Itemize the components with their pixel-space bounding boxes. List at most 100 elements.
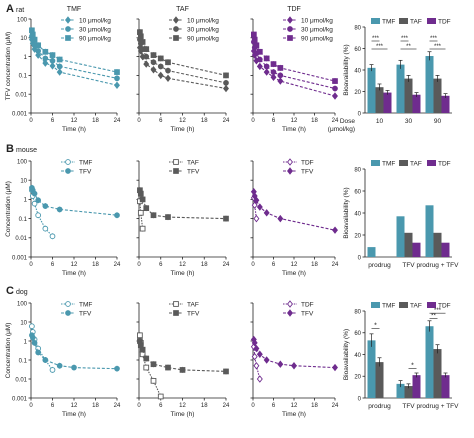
panel-letter-C: C <box>6 285 14 297</box>
y-tick-label: 80 <box>354 309 361 315</box>
series-line <box>31 335 118 370</box>
x-tick-label: prodrug + TFV <box>417 403 460 410</box>
x-tick-label: 24 <box>114 403 121 409</box>
bar-plot-B-bar: 0 20 40 60 80 Bioavailability (%) prodrug TFV pr… <box>343 160 459 269</box>
legend-label: TFV <box>79 310 92 317</box>
legend-label: TFV <box>187 310 200 317</box>
data-point <box>223 215 229 222</box>
data-point <box>49 57 56 64</box>
pk-plot-C-TMF: 0.001 0.01 0.1 1 10 100 0 6 12 18 24 Time (h) Concen… <box>5 301 121 418</box>
y-tick-label: 0.1 <box>19 217 28 223</box>
legend-label: 30 μmol/kg <box>301 26 333 33</box>
legend-marker <box>287 35 293 41</box>
bar-plot-C-bar: 0 20 40 60 80 Bioavailability (%) prodrug TFV pr… <box>343 302 459 410</box>
legend-marker <box>65 301 71 307</box>
data-point <box>150 52 157 58</box>
bar <box>425 205 434 257</box>
data-point <box>49 233 56 240</box>
sig-label: * <box>374 322 377 329</box>
species-label-B: mouse <box>16 147 37 154</box>
x-tick-label: 6 <box>272 118 276 124</box>
legend-label: 90 μmol/kg <box>79 35 111 42</box>
data-point <box>291 361 297 370</box>
sig-label: ** <box>431 314 436 320</box>
data-point <box>251 339 258 347</box>
legend-label: TAF <box>410 302 422 309</box>
x-axis-label: Time (h) <box>171 270 195 277</box>
x-tick-label: 12 <box>291 262 298 268</box>
bar <box>404 232 413 257</box>
pk-plot-A-TAF: 0 6 12 18 24 Time (h) TAF 10 μmol/kg 30 μmol/kg 9… <box>136 6 230 133</box>
data-point <box>332 92 338 100</box>
data-point <box>165 364 171 371</box>
data-point <box>150 361 157 368</box>
y-tick-label: 100 <box>17 301 28 307</box>
data-point <box>35 48 42 54</box>
x-axis-label: Time (h) <box>282 411 306 418</box>
legend-label: TMF <box>79 301 92 308</box>
legend-label: TDF <box>438 160 451 167</box>
sig-label: *** <box>430 36 438 42</box>
x-tick-label: 6 <box>51 403 55 409</box>
legend-label: TAF <box>410 18 422 25</box>
legend-marker <box>65 159 71 165</box>
x-tick-label: 6 <box>159 118 163 124</box>
x-tick-label: 6 <box>272 262 276 268</box>
x-tick-label: 30 <box>405 118 413 125</box>
y-tick-label: 0.001 <box>12 111 28 117</box>
data-point <box>263 209 270 217</box>
x-tick-label: 18 <box>311 118 318 124</box>
x-axis-label: Time (h) <box>62 126 86 133</box>
bar <box>425 56 434 113</box>
y-tick-label: 20 <box>354 375 361 381</box>
x-tick-label: 24 <box>332 118 339 124</box>
bar <box>412 375 421 398</box>
pk-plot-B-TMF: 0.001 0.01 0.1 1 10 100 0 6 12 18 24 Time (h) Concen… <box>5 159 121 277</box>
sig-label: *** <box>372 36 380 42</box>
data-point <box>137 209 144 216</box>
legend-swatch <box>371 302 380 308</box>
data-point <box>270 61 277 67</box>
data-point <box>29 31 36 38</box>
legend-label: TAF <box>187 159 199 166</box>
data-point <box>31 190 38 197</box>
legend-marker <box>287 26 293 32</box>
y-tick-label: 40 <box>354 353 361 359</box>
data-point <box>256 203 263 211</box>
legend-marker <box>65 16 71 24</box>
x-tick-label: TFV <box>402 403 415 410</box>
y-tick-label: 20 <box>354 90 361 96</box>
data-point <box>150 59 157 66</box>
x-tick-label: 12 <box>179 118 186 124</box>
legend-label: TDF <box>438 302 451 309</box>
pk-plot-B-TAF: 0 6 12 18 24 Time (h) TAF TFV <box>136 159 230 277</box>
x-axis-label: Time (h) <box>282 270 306 277</box>
bar <box>433 78 442 113</box>
data-point <box>35 349 42 356</box>
x-tick-label: 18 <box>311 262 318 268</box>
data-point <box>114 81 120 89</box>
bar <box>441 242 450 257</box>
sig-label: * <box>411 363 414 370</box>
legend-label: 30 μmol/kg <box>187 26 219 33</box>
y-tick-label: 100 <box>17 17 28 23</box>
y-tick-label: 0.001 <box>12 396 28 402</box>
legend-swatch <box>427 18 436 24</box>
series-line <box>253 346 261 380</box>
data-point <box>150 377 157 384</box>
legend-marker <box>173 16 179 24</box>
y-tick-label: 0.01 <box>15 377 27 383</box>
bar <box>375 87 384 113</box>
x-axis-label: Time (h) <box>282 126 306 133</box>
x-tick-label: 6 <box>51 118 55 124</box>
data-point <box>42 48 49 55</box>
x-axis-label: Time (h) <box>62 411 86 418</box>
y-tick-label: 0.01 <box>15 236 27 242</box>
legend-marker <box>173 159 179 165</box>
series-line <box>31 36 118 79</box>
x-axis-label: Time (h) <box>171 126 195 133</box>
data-point <box>29 323 35 330</box>
data-point <box>49 52 56 58</box>
data-point <box>251 36 258 43</box>
y-axis-label: Concentration (μM) <box>5 323 12 379</box>
